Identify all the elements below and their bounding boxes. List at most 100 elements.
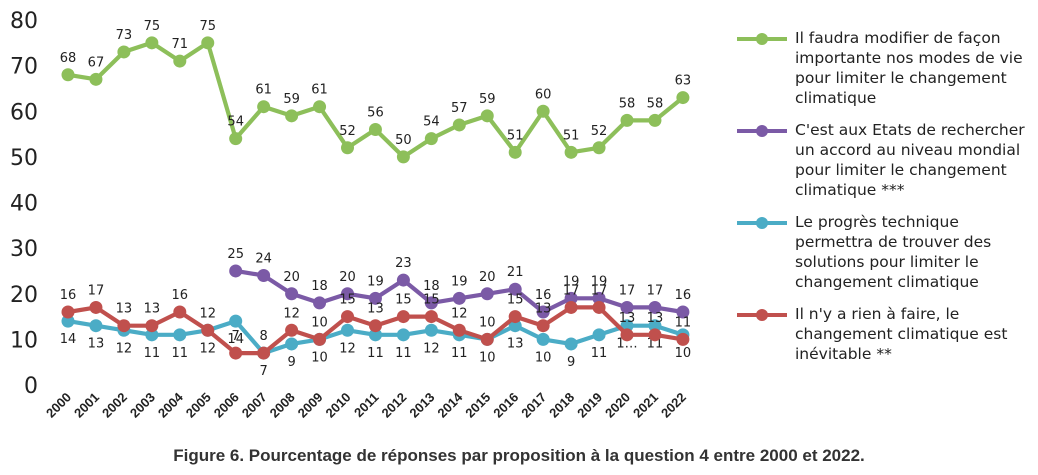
x-tick-label: 2020 xyxy=(602,390,633,421)
legend-line-icon xyxy=(737,129,787,133)
data-point xyxy=(648,114,661,127)
data-label: 13 xyxy=(367,302,384,317)
data-point xyxy=(621,114,634,127)
data-point xyxy=(117,45,130,58)
legend-item-progres-technique: Le progrès technique permettra de trouve… xyxy=(735,212,1035,292)
data-point xyxy=(537,105,550,118)
data-label: 7 xyxy=(260,364,268,379)
x-tick-label: 2014 xyxy=(434,389,466,421)
y-tick-label: 0 xyxy=(24,374,38,399)
data-label: 51 xyxy=(563,128,580,143)
data-label: 52 xyxy=(591,124,608,139)
data-label: 17 xyxy=(591,283,608,298)
data-point xyxy=(229,132,242,145)
x-tick-label: 2002 xyxy=(99,390,130,421)
legend-label: C'est aux Etats de rechercher un accord … xyxy=(795,121,1025,199)
data-point xyxy=(397,150,410,163)
data-label: 12 xyxy=(199,306,216,321)
y-tick-label: 40 xyxy=(10,192,38,217)
x-tick-label: 2005 xyxy=(183,390,214,421)
data-point xyxy=(117,319,130,332)
x-tick-label: 2000 xyxy=(43,390,74,421)
data-label: 10 xyxy=(311,350,328,365)
data-point xyxy=(509,146,522,159)
data-point xyxy=(62,68,75,81)
data-point xyxy=(648,328,661,341)
series-line xyxy=(68,43,683,157)
data-point xyxy=(257,100,270,113)
data-label: 12 xyxy=(339,341,356,356)
x-tick-label: 2016 xyxy=(490,390,521,421)
legend-label: Le progrès technique permettra de trouve… xyxy=(795,213,991,291)
data-point xyxy=(537,333,550,346)
data-label: 11 xyxy=(591,346,608,361)
data-label: 16 xyxy=(172,288,189,303)
data-label: 63 xyxy=(675,74,692,89)
data-label: 18 xyxy=(311,279,328,294)
data-point xyxy=(229,264,242,277)
data-label: 51 xyxy=(507,128,524,143)
data-label: 10 xyxy=(675,346,692,361)
x-tick-label: 2017 xyxy=(518,390,549,421)
data-point xyxy=(341,141,354,154)
legend-line-icon xyxy=(737,221,787,225)
data-label: 56 xyxy=(367,106,384,121)
data-label: 10 xyxy=(535,350,552,365)
data-label: 20 xyxy=(479,270,496,285)
data-point xyxy=(257,347,270,360)
data-label: 11 xyxy=(395,346,412,361)
data-point xyxy=(481,109,494,122)
data-label: 17 xyxy=(647,283,664,298)
x-axis: 2000200120022003200420052006200720082009… xyxy=(43,389,689,421)
data-point xyxy=(425,132,438,145)
data-label: 15 xyxy=(507,293,524,308)
data-label: 19 xyxy=(367,274,384,289)
x-tick-label: 2011 xyxy=(351,390,382,421)
data-label: 61 xyxy=(255,83,272,98)
data-point xyxy=(369,319,382,332)
x-tick-label: 2003 xyxy=(127,390,158,421)
data-point xyxy=(453,324,466,337)
data-label: 13 xyxy=(647,311,664,326)
data-label: 8 xyxy=(260,329,268,344)
data-label: 10 xyxy=(311,315,328,330)
data-point xyxy=(229,347,242,360)
data-label: 11 xyxy=(451,346,468,361)
data-label: 13 xyxy=(88,337,105,352)
data-label: 9 xyxy=(567,355,575,370)
data-point xyxy=(313,100,326,113)
data-label: 13 xyxy=(619,311,636,326)
data-point xyxy=(397,274,410,287)
data-label: 59 xyxy=(283,92,300,107)
data-label: 24 xyxy=(255,252,272,267)
data-label: 10 xyxy=(479,315,496,330)
legend-label: Il n'y a rien à faire, le changement cli… xyxy=(795,305,1007,363)
data-label: 23 xyxy=(395,256,412,271)
data-point xyxy=(425,324,438,337)
series-group: 68 67 73 75 71 75 54 61 59 61 52 56 50 54 57 59 51 60 51 52… xyxy=(60,19,691,164)
x-tick-label: 2006 xyxy=(211,390,242,421)
data-point xyxy=(145,36,158,49)
data-label: 67 xyxy=(88,55,105,70)
data-point xyxy=(593,328,606,341)
x-tick-label: 2010 xyxy=(323,390,354,421)
data-point xyxy=(676,333,689,346)
legend-item-accord-mondial: C'est aux Etats de rechercher un accord … xyxy=(735,120,1035,200)
data-point xyxy=(313,333,326,346)
legend-line-icon xyxy=(737,37,787,41)
data-label: 12 xyxy=(199,341,216,356)
x-tick-label: 2008 xyxy=(267,390,298,421)
y-tick-label: 50 xyxy=(10,146,38,171)
x-tick-label: 2022 xyxy=(658,390,689,421)
data-point xyxy=(62,306,75,319)
data-point xyxy=(676,91,689,104)
data-label: 12 xyxy=(423,341,440,356)
x-tick-label: 2018 xyxy=(546,390,577,421)
x-tick-label: 2001 xyxy=(71,390,102,421)
data-point xyxy=(285,109,298,122)
series-layer: 68 67 73 75 71 75 54 61 59 61 52 56 50 54 57 59 51 60 51 52… xyxy=(60,19,691,379)
figure-caption: Figure 6. Pourcentage de réponses par pr… xyxy=(0,446,1038,466)
data-point xyxy=(509,310,522,323)
data-point xyxy=(257,269,270,282)
data-label: 11 xyxy=(367,346,384,361)
